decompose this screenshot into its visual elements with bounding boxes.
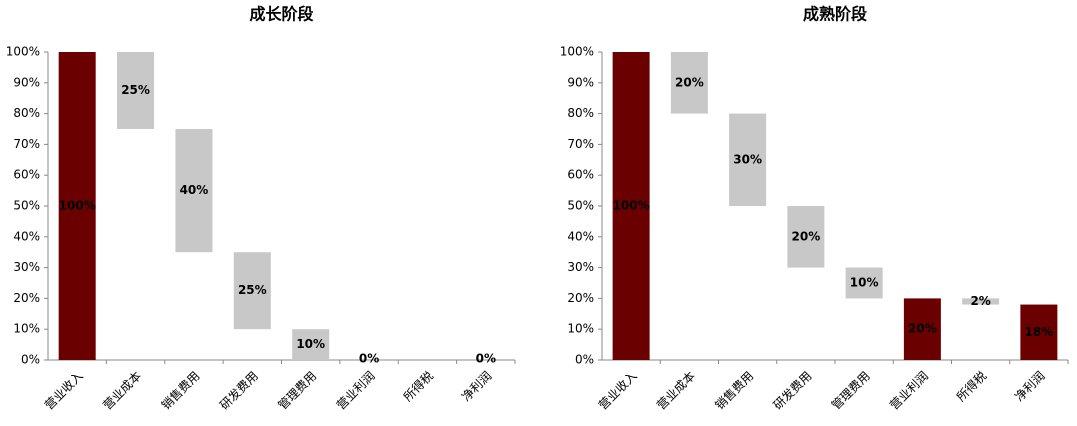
data-label: 100% [613, 199, 650, 213]
x-tick-label: 净利润 [459, 369, 494, 404]
data-label: 40% [180, 183, 209, 197]
y-tick-label: 30% [567, 260, 594, 274]
y-tick-label: 10% [13, 322, 40, 336]
y-tick-label: 10% [567, 322, 594, 336]
y-tick-label: 40% [567, 229, 594, 243]
x-tick-label: 管理费用 [828, 368, 873, 413]
x-tick-label: 所得税 [400, 368, 436, 404]
chart-title: 成熟阶段 [803, 5, 868, 24]
chart: 成长阶段 0% 10% 20% 30% 40% 50% 60% 70% 80% 90% 100% 营业收… [6, 5, 516, 413]
y-tick-label: 100% [560, 45, 594, 59]
data-label: 0% [476, 352, 496, 366]
data-label: 2% [970, 294, 990, 308]
bar [1020, 304, 1058, 360]
bar [787, 206, 825, 268]
y-tick-label: 70% [13, 137, 40, 151]
y-tick-label: 50% [13, 199, 40, 213]
data-label: 20% [792, 229, 821, 243]
data-label: 0% [359, 352, 379, 366]
data-label: 100% [59, 199, 96, 213]
x-tick-label: 销售费用 [712, 368, 757, 413]
y-tick-label: 100% [6, 45, 40, 59]
bar [903, 298, 941, 360]
y-tick-label: 80% [13, 106, 40, 120]
y-tick-label: 0% [21, 353, 40, 367]
x-tick-label: 净利润 [1012, 369, 1047, 404]
y-tick-label: 60% [13, 168, 40, 182]
y-tick-label: 70% [567, 137, 594, 151]
chart-title: 成长阶段 [249, 5, 314, 24]
bar [612, 52, 650, 360]
data-label: 25% [121, 83, 150, 97]
data-label: 20% [675, 75, 704, 89]
bar [58, 52, 96, 360]
x-tick-label: 所得税 [953, 368, 989, 404]
x-tick-label: 销售费用 [158, 368, 203, 413]
data-label: 25% [238, 283, 267, 297]
data-label: 10% [296, 337, 325, 351]
y-tick-label: 50% [567, 199, 594, 213]
y-tick-label: 60% [567, 168, 594, 182]
x-tick-label: 管理费用 [275, 368, 320, 413]
bar [729, 113, 767, 206]
data-label: 20% [908, 322, 937, 336]
x-tick-label: 营业成本 [654, 369, 698, 413]
bar [175, 129, 213, 253]
data-label: 10% [850, 276, 879, 290]
y-tick-label: 80% [567, 106, 594, 120]
y-tick-label: 0% [575, 353, 594, 367]
bar [292, 329, 330, 360]
bar [117, 52, 155, 129]
data-label: 18% [1025, 325, 1054, 339]
y-tick-label: 40% [13, 229, 40, 243]
y-tick-label: 90% [567, 75, 594, 89]
chart: 成熟阶段 0% 10% 20% 30% 40% 50% 60% 70% 80% 90% 100% 营业收… [560, 5, 1069, 413]
x-tick-label: 研发费用 [770, 368, 815, 413]
x-tick-label: 营业利润 [334, 369, 378, 413]
data-label: 30% [733, 152, 762, 166]
bar [670, 52, 708, 114]
y-tick-label: 30% [13, 260, 40, 274]
x-tick-label: 营业收入 [596, 369, 640, 413]
x-tick-label: 营业利润 [887, 369, 931, 413]
x-tick-label: 研发费用 [216, 368, 261, 413]
bar [845, 267, 883, 299]
x-tick-label: 营业成本 [100, 369, 144, 413]
bar [962, 298, 1000, 305]
y-tick-label: 90% [13, 75, 40, 89]
bar [233, 252, 271, 330]
x-tick-label: 营业收入 [42, 369, 86, 413]
y-tick-label: 20% [567, 291, 594, 305]
y-tick-label: 20% [13, 291, 40, 305]
